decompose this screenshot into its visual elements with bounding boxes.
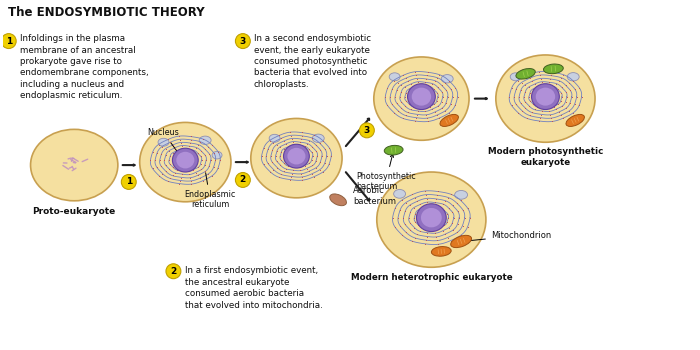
Text: Modern photosynthetic
eukaryote: Modern photosynthetic eukaryote bbox=[488, 147, 603, 167]
Ellipse shape bbox=[172, 148, 198, 172]
Text: 3: 3 bbox=[364, 126, 370, 135]
Text: 1: 1 bbox=[6, 36, 12, 46]
Ellipse shape bbox=[536, 88, 555, 106]
Ellipse shape bbox=[176, 152, 195, 168]
Ellipse shape bbox=[543, 64, 564, 74]
Text: Proto-eukaryote: Proto-eukaryote bbox=[33, 207, 116, 216]
Circle shape bbox=[1, 34, 16, 49]
Circle shape bbox=[359, 123, 375, 138]
Ellipse shape bbox=[140, 122, 231, 202]
Ellipse shape bbox=[312, 134, 324, 142]
Text: Aerobic
bacterium: Aerobic bacterium bbox=[353, 186, 396, 206]
Ellipse shape bbox=[31, 130, 118, 201]
Ellipse shape bbox=[510, 73, 521, 81]
Ellipse shape bbox=[416, 204, 446, 232]
Ellipse shape bbox=[431, 246, 452, 256]
Text: Nucleus: Nucleus bbox=[148, 128, 180, 155]
Ellipse shape bbox=[440, 114, 458, 126]
Text: 2: 2 bbox=[239, 175, 246, 184]
Ellipse shape bbox=[377, 172, 486, 267]
Circle shape bbox=[235, 34, 251, 49]
Text: The ENDOSYMBIOTIC THEORY: The ENDOSYMBIOTIC THEORY bbox=[8, 6, 204, 19]
Text: Infoldings in the plasma
membrane of an ancestral
prokaryote gave rise to
endome: Infoldings in the plasma membrane of an … bbox=[20, 34, 148, 100]
Ellipse shape bbox=[421, 208, 442, 228]
Ellipse shape bbox=[158, 138, 169, 146]
Text: Endoplasmic
reticulum: Endoplasmic reticulum bbox=[184, 173, 236, 209]
Ellipse shape bbox=[412, 88, 431, 106]
Ellipse shape bbox=[199, 136, 211, 145]
Text: 2: 2 bbox=[170, 267, 176, 276]
Ellipse shape bbox=[407, 84, 435, 110]
Ellipse shape bbox=[516, 69, 536, 79]
Circle shape bbox=[235, 173, 251, 187]
Text: 1: 1 bbox=[125, 177, 132, 187]
Ellipse shape bbox=[531, 84, 559, 110]
Ellipse shape bbox=[566, 114, 584, 126]
Circle shape bbox=[166, 264, 181, 279]
Text: Mitochondrion: Mitochondrion bbox=[465, 231, 551, 243]
Text: In a first endosymbiotic event,
the ancestral eukaryote
consumed aerobic bacteri: In a first endosymbiotic event, the ance… bbox=[186, 266, 323, 310]
Text: 3: 3 bbox=[239, 36, 246, 46]
Ellipse shape bbox=[284, 144, 309, 168]
Ellipse shape bbox=[451, 235, 472, 247]
Ellipse shape bbox=[330, 194, 346, 206]
Ellipse shape bbox=[374, 57, 469, 140]
Ellipse shape bbox=[269, 134, 280, 142]
Circle shape bbox=[121, 175, 136, 189]
Ellipse shape bbox=[496, 55, 595, 142]
Text: Modern heterotrophic eukaryote: Modern heterotrophic eukaryote bbox=[351, 273, 512, 282]
Text: Photosynthetic
bacterium: Photosynthetic bacterium bbox=[356, 154, 416, 191]
Ellipse shape bbox=[441, 75, 453, 83]
Ellipse shape bbox=[455, 190, 468, 199]
Ellipse shape bbox=[384, 145, 403, 155]
Ellipse shape bbox=[567, 72, 579, 81]
Ellipse shape bbox=[393, 189, 405, 198]
Ellipse shape bbox=[389, 73, 400, 81]
Ellipse shape bbox=[251, 118, 342, 198]
Ellipse shape bbox=[288, 148, 305, 164]
Ellipse shape bbox=[212, 152, 222, 159]
Text: In a second endosymbiotic
event, the early eukaryote
consumed photosynthetic
bac: In a second endosymbiotic event, the ear… bbox=[254, 34, 371, 89]
